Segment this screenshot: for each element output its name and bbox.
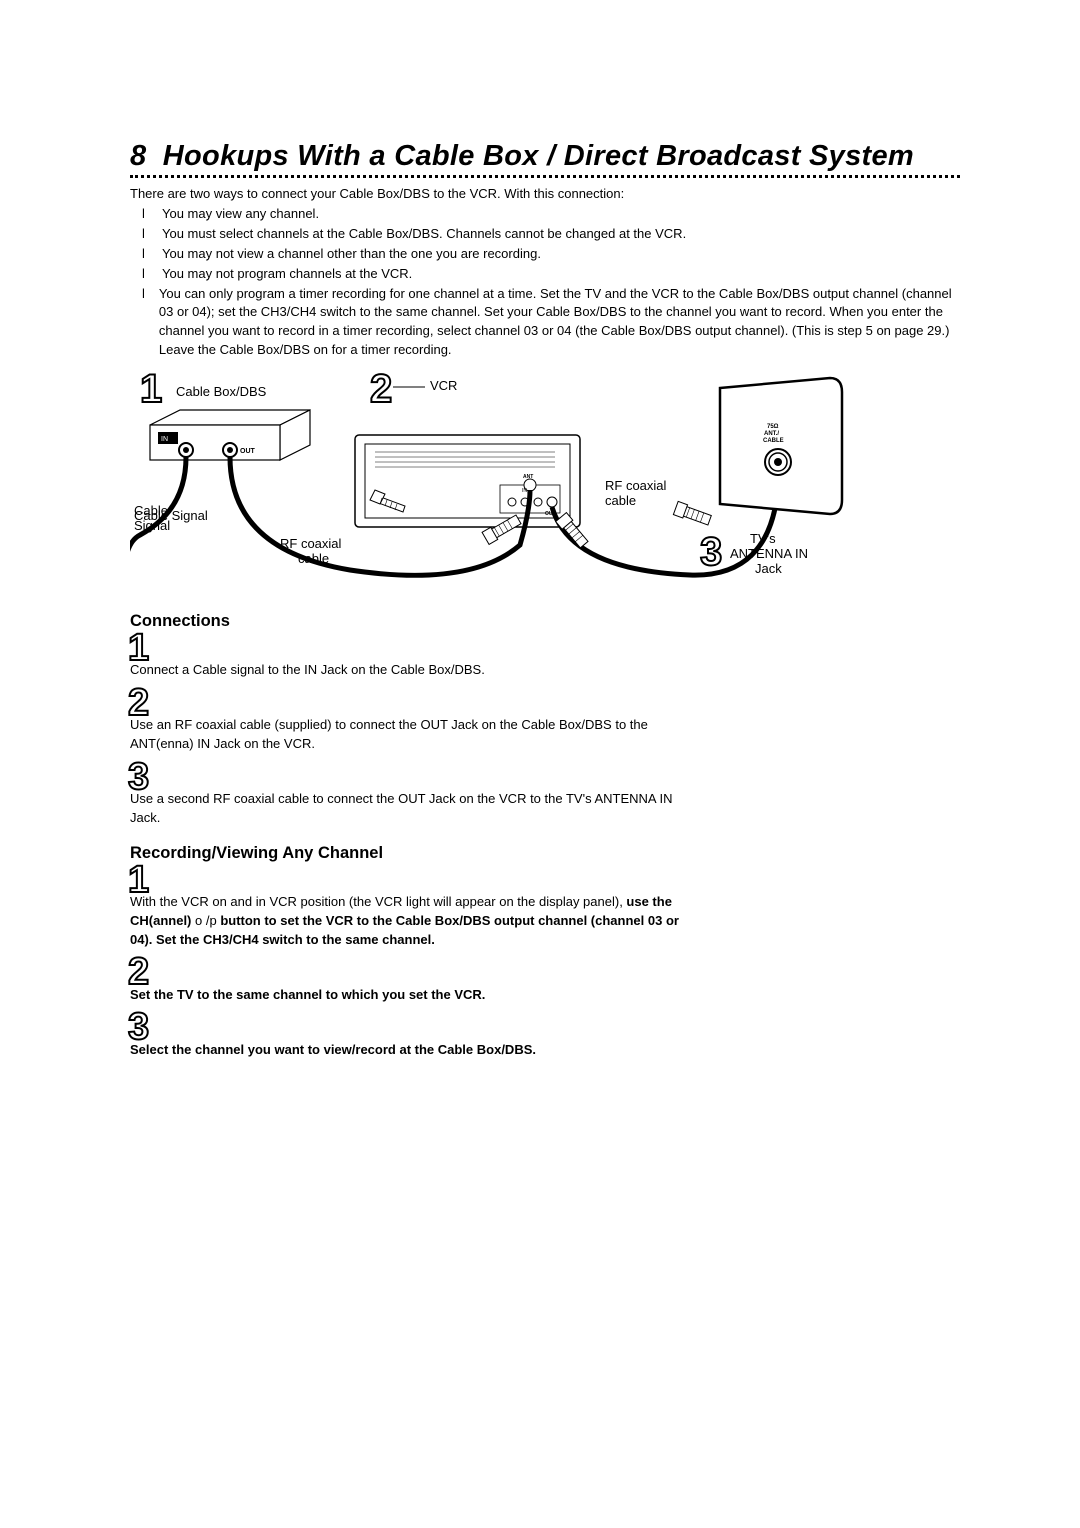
step: 3Select the channel you want to view/rec… (130, 1010, 960, 1059)
page-number: 8 (130, 140, 154, 172)
bullet-text: You may not program channels at the VCR. (162, 265, 412, 284)
svg-text:75Ω: 75Ω (767, 424, 779, 430)
bullet-item: l You must select channels at the Cable B… (142, 225, 960, 244)
svg-text:TV's: TV's (750, 531, 776, 546)
svg-text:Cable: Cable (134, 503, 168, 518)
bullet-char: l (142, 265, 148, 284)
step-text: Connect a Cable signal to the IN Jack on… (130, 661, 690, 680)
section-heading: Recording/Viewing Any Channel (130, 844, 960, 863)
step: 1With the VCR on and in VCR position (th… (130, 863, 960, 950)
diagram-label-2: VCR (430, 378, 457, 393)
svg-text:cable: cable (298, 551, 329, 566)
svg-text:ANT./: ANT./ (764, 431, 779, 437)
vcr-icon: ANT OUT IN (355, 435, 580, 527)
step-text: Set the TV to the same channel to which … (130, 986, 690, 1005)
step-number: 3 (128, 1010, 960, 1044)
bullet-text: You may not view a channel other than th… (162, 245, 541, 264)
svg-text:Signal: Signal (134, 518, 170, 533)
svg-text:IN: IN (161, 436, 168, 443)
title-text: Hookups With a Cable Box / Direct Broadc… (163, 140, 914, 172)
svg-text:Jack: Jack (755, 561, 782, 576)
bullet-char: l (142, 285, 145, 360)
step: 2Use an RF coaxial cable (supplied) to c… (130, 686, 960, 754)
step-number: 2 (128, 955, 960, 989)
step-text: Select the channel you want to view/reco… (130, 1041, 690, 1060)
sections-container: Connections1Connect a Cable signal to th… (130, 612, 960, 1076)
bullet-text: You must select channels at the Cable Bo… (162, 225, 686, 244)
bullet-item: lYou can only program a timer recording … (142, 285, 960, 360)
svg-text:ANTENNA IN: ANTENNA IN (730, 546, 808, 561)
step-number: 1 (128, 863, 960, 897)
svg-text:CABLE: CABLE (763, 438, 784, 444)
svg-text:ANT: ANT (523, 474, 533, 480)
svg-text:RF coaxial: RF coaxial (605, 478, 667, 493)
bullet-text: You may view any channel. (162, 205, 319, 224)
bullet-item: l You may not program channels at the VCR… (142, 265, 960, 284)
hookup-diagram: 1 Cable Box/DBS IN OUT Cable Signal Cabl… (130, 370, 960, 600)
svg-text:cable: cable (605, 493, 636, 508)
step-text: Use an RF coaxial cable (supplied) to co… (130, 716, 690, 754)
step-text: With the VCR on and in VCR position (the… (130, 893, 690, 950)
bullet-item: l You may not view a channel other than t… (142, 245, 960, 264)
diagram-num-2: 2 (370, 370, 392, 411)
bullet-list: l You may view any channel. l You must sele… (130, 205, 960, 360)
rf-connector-4-icon (673, 501, 712, 526)
diagram-num-1: 1 (140, 370, 162, 411)
bullet-text: You can only program a timer recording f… (159, 285, 960, 360)
step: 2Set the TV to the same channel to which… (130, 955, 960, 1004)
step-number: 1 (128, 631, 960, 665)
intro-text: There are two ways to connect your Cable… (130, 185, 960, 203)
step: 3Use a second RF coaxial cable to connec… (130, 760, 960, 828)
diagram-num-3: 3 (700, 530, 722, 574)
svg-text:IN: IN (522, 488, 527, 494)
cable-box-icon: IN OUT (150, 410, 310, 460)
bullet-char: l (142, 205, 148, 224)
step-number: 3 (128, 760, 960, 794)
dotted-rule (130, 175, 960, 181)
step-text: Use a second RF coaxial cable to connect… (130, 790, 690, 828)
step: 1Connect a Cable signal to the IN Jack o… (130, 631, 960, 680)
tv-panel-icon: 75Ω ANT./ CABLE (720, 378, 842, 514)
page-title: 8 Hookups With a Cable Box / Direct Broa… (130, 140, 960, 173)
diagram-label-1: Cable Box/DBS (176, 384, 267, 399)
bullet-char: l (142, 225, 148, 244)
bullet-char: l (142, 245, 148, 264)
svg-text:OUT: OUT (240, 448, 256, 455)
step-number: 2 (128, 686, 960, 720)
bullet-item: l You may view any channel. (142, 205, 960, 224)
svg-text:RF coaxial: RF coaxial (280, 536, 342, 551)
section-heading: Connections (130, 612, 960, 631)
